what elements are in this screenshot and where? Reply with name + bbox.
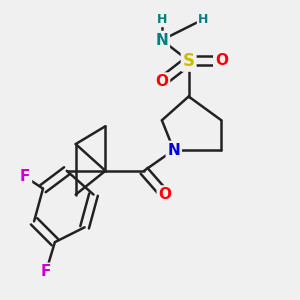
- Text: O: O: [215, 53, 228, 68]
- Text: F: F: [41, 264, 51, 279]
- Text: H: H: [157, 13, 167, 26]
- Text: O: O: [158, 187, 171, 202]
- Text: O: O: [155, 74, 168, 89]
- Text: S: S: [183, 52, 195, 70]
- Text: F: F: [20, 169, 30, 184]
- Text: N: N: [167, 142, 180, 158]
- Text: H: H: [198, 13, 209, 26]
- Text: N: N: [155, 32, 168, 47]
